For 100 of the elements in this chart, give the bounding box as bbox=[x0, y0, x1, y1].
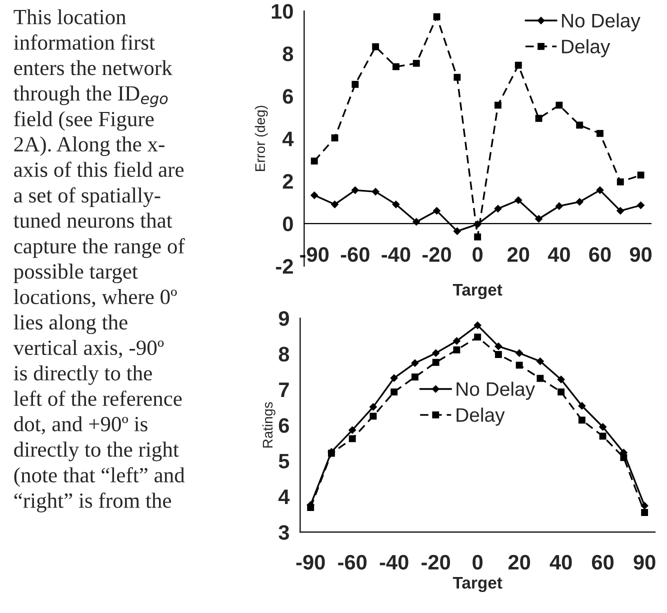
point bbox=[412, 60, 420, 67]
point bbox=[372, 43, 380, 50]
x-tick-label: 0 bbox=[472, 247, 483, 262]
x-tick-label: 60 bbox=[592, 554, 614, 570]
legend-label: Delay bbox=[456, 408, 505, 426]
x-tick-label: -20 bbox=[422, 247, 451, 262]
point bbox=[390, 374, 398, 382]
text: This location bbox=[14, 9, 126, 24]
point bbox=[494, 204, 502, 213]
point bbox=[514, 196, 522, 204]
point bbox=[494, 351, 502, 358]
text: (note that “left” and bbox=[14, 467, 185, 487]
x-tick-label: 0 bbox=[472, 554, 483, 570]
point bbox=[432, 358, 440, 366]
point bbox=[555, 202, 564, 210]
point bbox=[372, 188, 380, 196]
point bbox=[578, 402, 586, 410]
point bbox=[432, 349, 440, 358]
point bbox=[474, 334, 482, 341]
y-tick-label: 10 bbox=[272, 4, 293, 19]
point bbox=[392, 200, 400, 208]
text: lies along the bbox=[14, 314, 128, 334]
x-tick-label: 90 bbox=[634, 554, 656, 570]
text: enters the network bbox=[14, 60, 172, 76]
legend-label: No Delay bbox=[562, 13, 640, 32]
point bbox=[453, 227, 462, 236]
x-tick-label: -90 bbox=[296, 554, 325, 570]
point bbox=[310, 191, 318, 200]
point bbox=[599, 432, 606, 440]
y-tick-label: 0 bbox=[282, 216, 293, 232]
x-tick-label: 40 bbox=[548, 247, 570, 262]
point bbox=[637, 172, 644, 179]
text: dot, and +90º is bbox=[14, 416, 148, 434]
point bbox=[598, 422, 607, 431]
y-tick-label: -2 bbox=[276, 259, 293, 274]
x-tick-label: 60 bbox=[589, 247, 611, 262]
point bbox=[535, 114, 542, 122]
point bbox=[454, 74, 461, 81]
y-tick-label: 4 bbox=[282, 132, 294, 146]
text: 2A). Along the x- bbox=[14, 136, 164, 156]
point bbox=[474, 233, 482, 240]
legend-label: Delay bbox=[562, 39, 610, 58]
point bbox=[578, 416, 586, 424]
x-tick-label: -60 bbox=[340, 247, 370, 262]
point bbox=[310, 158, 318, 165]
text: axis of this field are bbox=[14, 162, 184, 177]
point bbox=[392, 63, 400, 70]
text: capture the range of bbox=[14, 238, 185, 258]
point bbox=[640, 502, 648, 510]
text: vertical axis, -90º bbox=[13, 340, 164, 358]
point bbox=[557, 376, 565, 384]
y-tick-label: 5 bbox=[278, 454, 290, 469]
point bbox=[390, 388, 398, 396]
x-axis-title: Target bbox=[452, 284, 502, 300]
text: “right” is from the bbox=[14, 492, 172, 512]
y-tick-label: 3 bbox=[278, 525, 289, 540]
point bbox=[596, 186, 604, 194]
point bbox=[515, 349, 524, 358]
x-axis-title: Target bbox=[452, 577, 502, 592]
x-tick-label: 40 bbox=[550, 554, 572, 570]
point bbox=[369, 403, 378, 411]
x-tick-label: -40 bbox=[380, 554, 408, 570]
point bbox=[411, 359, 419, 367]
point bbox=[411, 374, 418, 380]
y-tick-label: 4 bbox=[278, 490, 290, 504]
point bbox=[536, 357, 544, 366]
point bbox=[596, 130, 604, 137]
point bbox=[514, 62, 522, 69]
y-tick-label: 6 bbox=[278, 418, 289, 433]
text: left of the reference bbox=[14, 390, 182, 406]
point bbox=[616, 178, 624, 186]
point bbox=[641, 509, 648, 516]
x-tick-label: -40 bbox=[382, 247, 410, 262]
point bbox=[331, 134, 338, 142]
y-tick-label: 9 bbox=[278, 311, 289, 326]
text: possible target bbox=[14, 264, 138, 284]
x-tick-label: 20 bbox=[508, 247, 530, 262]
text: information first bbox=[14, 34, 155, 50]
point bbox=[351, 186, 360, 194]
point bbox=[536, 374, 544, 382]
point bbox=[516, 362, 523, 369]
point bbox=[616, 206, 624, 215]
x-tick-label: -20 bbox=[422, 554, 450, 570]
y-tick-label: 8 bbox=[278, 346, 290, 362]
point bbox=[558, 388, 565, 396]
y-tick-label: 8 bbox=[282, 46, 294, 62]
text: through the ID$_{ego}$ bbox=[14, 86, 168, 108]
point bbox=[576, 198, 584, 206]
point bbox=[474, 321, 482, 330]
x-tick-label: -60 bbox=[338, 554, 367, 570]
y-axis-title: Error (deg) bbox=[254, 106, 268, 171]
point bbox=[453, 346, 460, 354]
point bbox=[352, 80, 359, 88]
point bbox=[370, 412, 377, 420]
y-tick-label: 7 bbox=[279, 382, 289, 398]
point bbox=[348, 435, 356, 442]
legend-label: No Delay bbox=[456, 382, 536, 400]
x-tick-label: 90 bbox=[630, 247, 652, 262]
text: field (see Figure bbox=[14, 110, 154, 131]
point bbox=[330, 200, 339, 208]
